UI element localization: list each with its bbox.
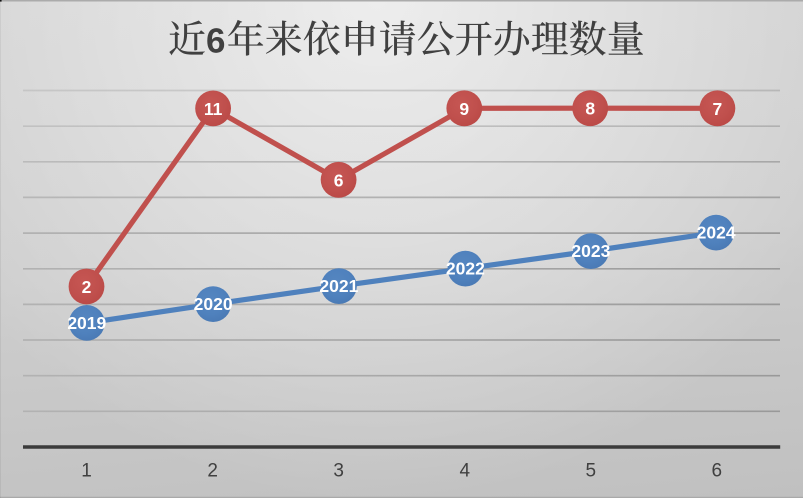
svg-text:1: 1 [81, 461, 92, 482]
svg-text:2020: 2020 [194, 294, 233, 314]
svg-text:7: 7 [713, 99, 723, 119]
svg-text:2: 2 [82, 277, 92, 297]
svg-text:6: 6 [334, 170, 344, 190]
svg-text:2021: 2021 [319, 276, 358, 296]
svg-text:2: 2 [207, 461, 218, 482]
svg-text:8: 8 [585, 99, 595, 119]
svg-text:2024: 2024 [697, 223, 736, 243]
svg-text:3: 3 [333, 461, 344, 482]
svg-text:5: 5 [586, 461, 597, 482]
svg-text:2022: 2022 [446, 259, 485, 279]
svg-text:2023: 2023 [571, 241, 610, 261]
svg-text:6: 6 [712, 461, 723, 482]
svg-text:11: 11 [204, 99, 223, 119]
svg-text:9: 9 [459, 99, 469, 119]
svg-text:2019: 2019 [67, 313, 106, 333]
svg-text:4: 4 [459, 461, 470, 482]
